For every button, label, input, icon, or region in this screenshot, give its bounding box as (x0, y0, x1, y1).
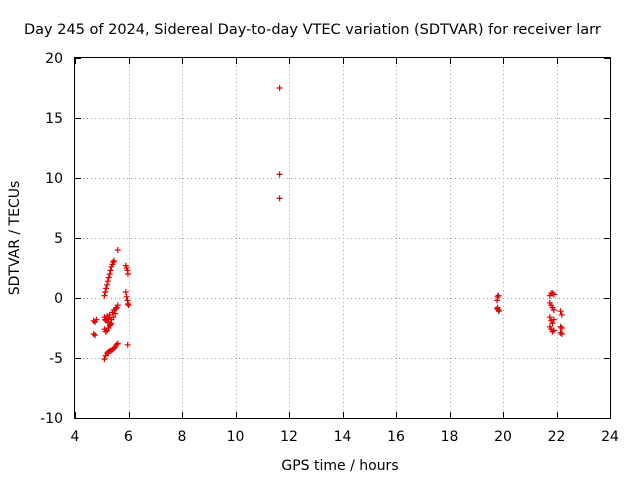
x-axis-label: GPS time / hours (281, 458, 398, 474)
data-point (105, 349, 112, 355)
data-point (558, 311, 565, 318)
data-point (107, 267, 114, 274)
y-tick-label: 0 (54, 291, 63, 307)
data-point (110, 345, 117, 352)
x-tick-label: 8 (178, 429, 187, 445)
y-tick-label: 10 (45, 171, 63, 187)
data-point (276, 85, 283, 91)
data-point (546, 314, 553, 321)
x-tick-label: 18 (441, 429, 459, 445)
data-point (110, 314, 117, 321)
data-point (550, 291, 557, 298)
data-point (557, 308, 564, 315)
y-axis-tick-labels: -10 -5 0 5 10 15 20 (40, 51, 63, 427)
data-point (106, 271, 113, 277)
data-point (122, 289, 129, 295)
data-point (90, 317, 97, 324)
data-point (110, 259, 117, 265)
data-point (93, 316, 100, 323)
data-point (104, 281, 111, 288)
data-point (494, 297, 501, 304)
data-point (557, 329, 564, 336)
x-tick-label: 22 (548, 429, 566, 445)
data-point (114, 247, 121, 253)
data-point (102, 289, 109, 295)
y-tick-label: 5 (54, 231, 63, 247)
grid-lines (75, 58, 610, 418)
data-point (114, 302, 121, 309)
plot-frame (74, 57, 611, 419)
data-point (124, 271, 131, 277)
y-axis-label: SDTVAR / TECUs (7, 181, 23, 296)
data-point (112, 305, 119, 312)
data-point (114, 340, 121, 347)
x-tick-label: 12 (280, 429, 298, 445)
data-point (92, 332, 99, 339)
axis-ticks (75, 58, 611, 419)
data-point (105, 315, 112, 322)
x-axis-tick-labels: 4 6 8 10 12 14 16 18 20 22 24 (71, 429, 619, 445)
data-point (101, 356, 108, 363)
data-point (558, 325, 565, 331)
data-point (495, 292, 502, 299)
data-point (111, 257, 118, 264)
data-point (557, 323, 564, 330)
y-tick-label: -10 (40, 411, 63, 427)
data-point (550, 327, 557, 334)
data-point (494, 305, 501, 312)
data-point (112, 310, 119, 317)
x-tick-label: 10 (227, 429, 245, 445)
data-point (276, 171, 283, 178)
chart-title: Day 245 of 2024, Sidereal Day-to-day VTE… (24, 22, 601, 38)
x-tick-label: 14 (334, 429, 352, 445)
data-point (550, 316, 557, 323)
x-tick-label: 6 (124, 429, 133, 445)
data-point (90, 331, 97, 337)
data-point (123, 293, 130, 300)
data-point (125, 302, 132, 309)
data-point (108, 320, 115, 327)
x-tick-label: 24 (601, 429, 619, 445)
y-tick-label: -5 (49, 351, 63, 367)
data-point (102, 328, 109, 335)
data-point (105, 274, 112, 281)
x-tick-label: 20 (494, 429, 512, 445)
data-points (90, 85, 565, 363)
data-point (113, 341, 120, 348)
data-point (550, 307, 557, 313)
data-point (276, 195, 283, 202)
data-point (104, 278, 111, 285)
data-point (124, 341, 131, 348)
data-point (558, 331, 565, 337)
x-tick-label: 16 (387, 429, 405, 445)
data-point (549, 290, 556, 297)
y-tick-label: 20 (45, 51, 63, 67)
data-point (103, 285, 110, 292)
data-point (549, 320, 556, 327)
y-tick-label: 15 (45, 111, 63, 127)
x-tick-label: 4 (71, 429, 80, 445)
data-point (549, 328, 556, 335)
data-point (101, 292, 108, 299)
